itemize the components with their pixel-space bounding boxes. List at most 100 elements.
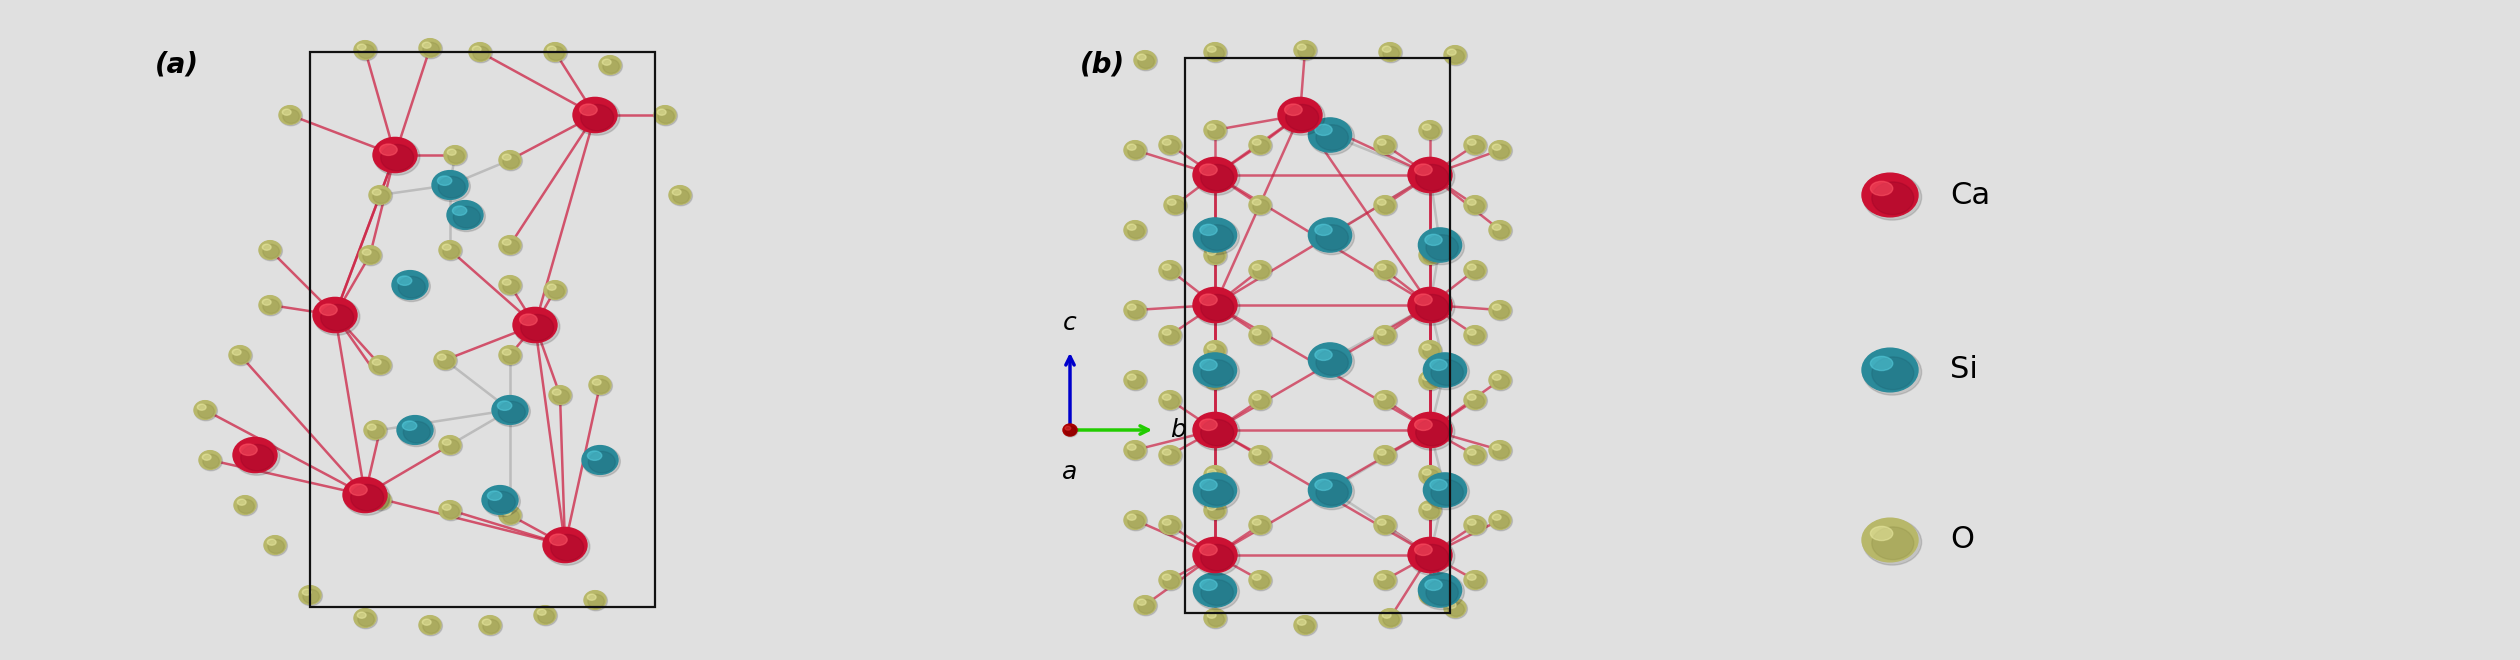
Ellipse shape (234, 496, 257, 515)
Ellipse shape (547, 46, 564, 61)
Ellipse shape (514, 308, 557, 343)
Ellipse shape (368, 490, 391, 510)
Ellipse shape (549, 386, 572, 406)
Ellipse shape (260, 296, 282, 314)
Ellipse shape (1464, 391, 1487, 411)
Ellipse shape (1129, 145, 1144, 158)
Ellipse shape (418, 39, 444, 59)
Ellipse shape (496, 401, 512, 411)
Ellipse shape (1409, 287, 1452, 323)
Ellipse shape (1421, 124, 1431, 130)
Ellipse shape (1489, 511, 1512, 529)
Ellipse shape (1444, 46, 1467, 65)
Ellipse shape (1409, 537, 1452, 573)
Ellipse shape (449, 149, 456, 155)
Ellipse shape (444, 146, 466, 166)
Ellipse shape (1492, 145, 1509, 158)
Ellipse shape (343, 477, 388, 513)
Ellipse shape (1464, 136, 1487, 154)
Ellipse shape (1205, 43, 1227, 63)
Ellipse shape (1192, 412, 1237, 447)
Ellipse shape (282, 109, 292, 116)
Ellipse shape (1383, 612, 1399, 626)
Ellipse shape (670, 186, 693, 206)
Ellipse shape (1137, 599, 1147, 605)
Ellipse shape (229, 346, 252, 364)
Ellipse shape (673, 189, 690, 203)
Ellipse shape (1162, 394, 1172, 400)
Ellipse shape (1416, 544, 1449, 571)
Ellipse shape (1444, 46, 1467, 66)
Ellipse shape (1159, 571, 1182, 589)
Ellipse shape (1467, 519, 1477, 525)
Ellipse shape (370, 491, 393, 511)
Ellipse shape (1489, 301, 1512, 321)
Ellipse shape (1159, 325, 1182, 345)
Ellipse shape (343, 478, 391, 515)
Ellipse shape (433, 351, 459, 371)
Ellipse shape (1467, 519, 1484, 533)
Ellipse shape (1378, 609, 1404, 629)
Ellipse shape (239, 444, 257, 455)
Ellipse shape (398, 277, 426, 298)
Ellipse shape (537, 609, 554, 624)
Ellipse shape (499, 276, 522, 294)
Ellipse shape (1159, 391, 1182, 411)
Ellipse shape (484, 619, 499, 634)
Ellipse shape (1419, 246, 1441, 266)
Text: a: a (1063, 460, 1079, 484)
Ellipse shape (1252, 265, 1270, 279)
Ellipse shape (1207, 504, 1225, 518)
Text: (a): (a) (156, 50, 199, 78)
Ellipse shape (1373, 196, 1399, 216)
Ellipse shape (1298, 44, 1315, 59)
Ellipse shape (499, 236, 522, 256)
Ellipse shape (1449, 50, 1464, 63)
Ellipse shape (1492, 444, 1502, 450)
Ellipse shape (1200, 544, 1217, 556)
Ellipse shape (1315, 224, 1333, 236)
Ellipse shape (232, 438, 277, 473)
Ellipse shape (1126, 224, 1137, 230)
Ellipse shape (1124, 441, 1147, 459)
Ellipse shape (1167, 199, 1184, 213)
Ellipse shape (197, 404, 207, 411)
Ellipse shape (403, 421, 416, 430)
Ellipse shape (1409, 413, 1454, 450)
Ellipse shape (1207, 589, 1225, 603)
Ellipse shape (1194, 354, 1240, 389)
Ellipse shape (358, 44, 365, 50)
Ellipse shape (1250, 136, 1270, 154)
Ellipse shape (1207, 124, 1225, 139)
Ellipse shape (1162, 574, 1172, 580)
Ellipse shape (1467, 574, 1484, 589)
Ellipse shape (1162, 329, 1172, 335)
Ellipse shape (592, 379, 602, 385)
Ellipse shape (499, 151, 522, 171)
Ellipse shape (1192, 537, 1237, 573)
Ellipse shape (1424, 589, 1439, 603)
Ellipse shape (1416, 294, 1449, 321)
Ellipse shape (418, 616, 441, 634)
Ellipse shape (438, 354, 446, 360)
Ellipse shape (1205, 341, 1227, 359)
Ellipse shape (1063, 424, 1079, 437)
Ellipse shape (1162, 139, 1179, 153)
Ellipse shape (1489, 221, 1512, 241)
Ellipse shape (1066, 426, 1071, 430)
Ellipse shape (1159, 446, 1182, 465)
Ellipse shape (1872, 182, 1913, 214)
Ellipse shape (363, 249, 381, 263)
Ellipse shape (438, 176, 466, 198)
Ellipse shape (368, 356, 391, 374)
Ellipse shape (481, 486, 519, 514)
Ellipse shape (1373, 326, 1399, 346)
Ellipse shape (585, 591, 607, 610)
Ellipse shape (373, 137, 416, 173)
Text: Ca: Ca (1950, 180, 1991, 209)
Ellipse shape (1252, 574, 1260, 580)
Ellipse shape (1464, 446, 1487, 466)
Ellipse shape (403, 421, 431, 443)
Ellipse shape (1378, 519, 1386, 525)
Ellipse shape (1252, 449, 1260, 455)
